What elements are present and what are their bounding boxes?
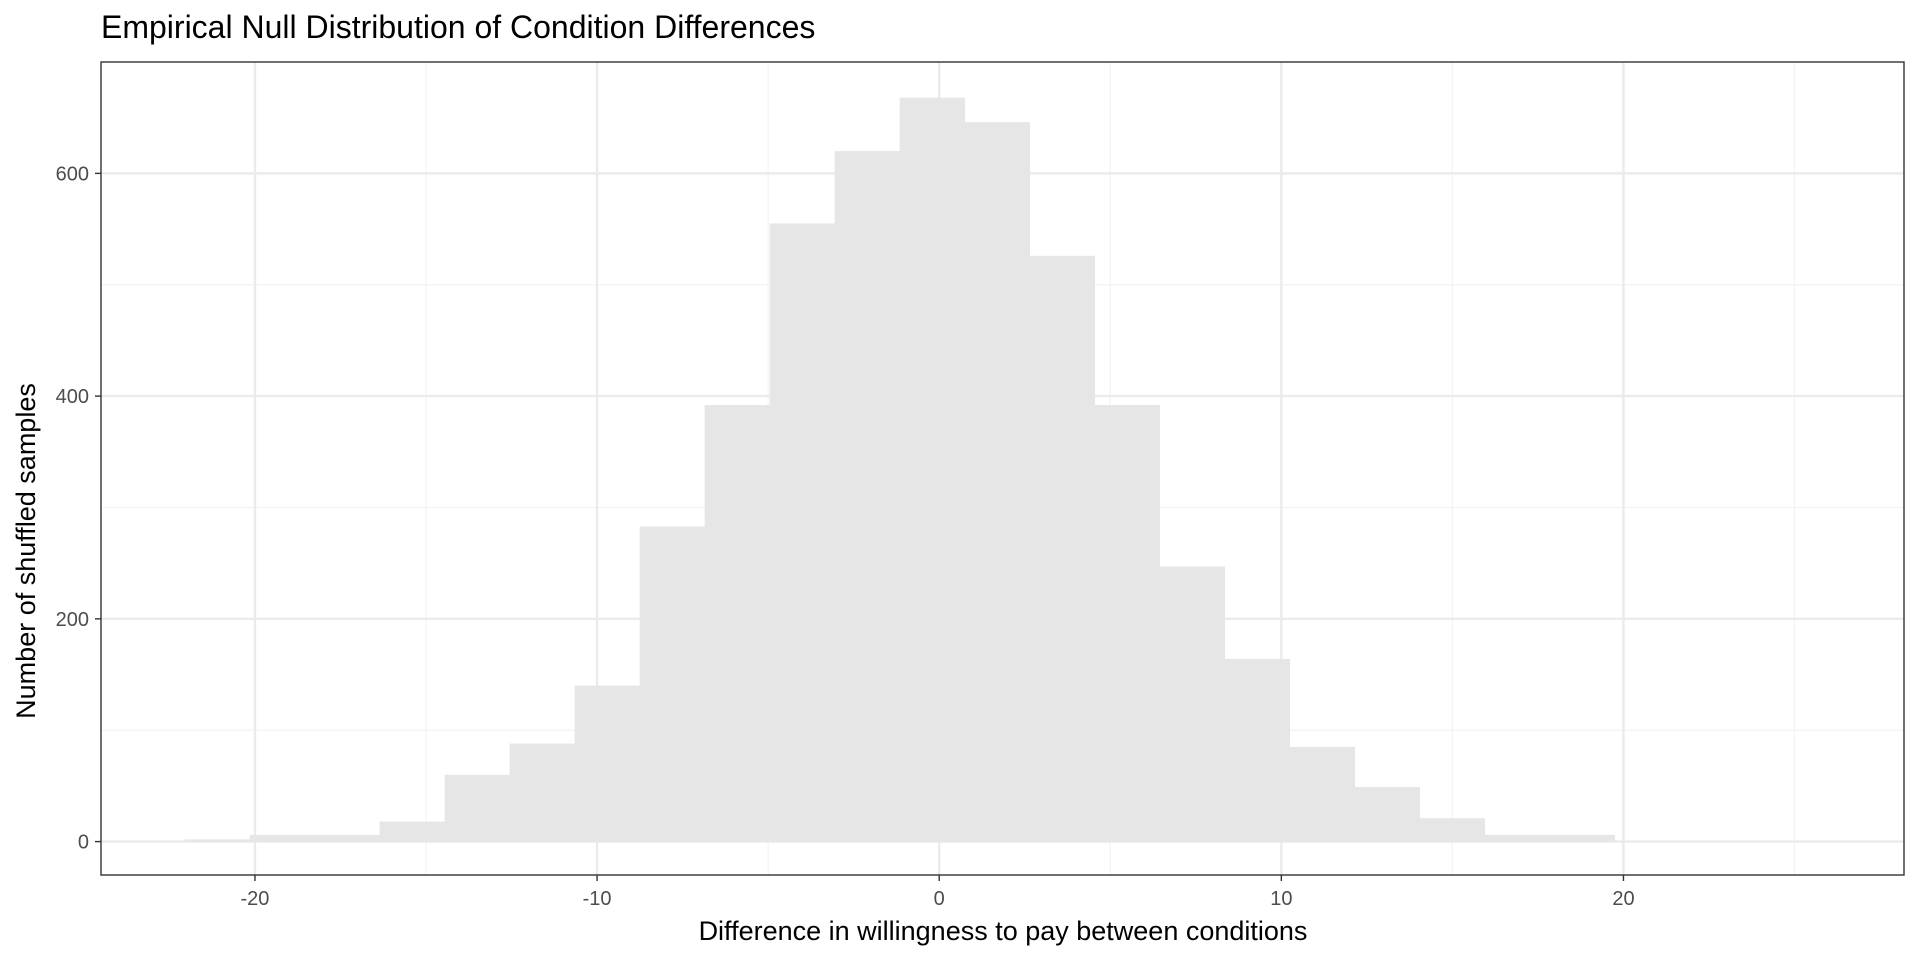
histogram-bar — [444, 774, 511, 842]
histogram-bar — [1549, 834, 1616, 842]
histogram-bar — [964, 122, 1031, 842]
histogram-bar — [1159, 566, 1226, 842]
histogram-bar — [1029, 255, 1096, 842]
y-axis-title: Number of shuffled samples — [11, 383, 41, 719]
histogram-bar — [1484, 834, 1551, 842]
x-axis: -20 -10 0 10 20 — [241, 875, 1635, 910]
x-axis-title: Difference in willingness to pay between… — [699, 916, 1308, 946]
histogram-bar — [509, 743, 576, 842]
x-tick-label: 10 — [1270, 888, 1292, 910]
histogram-bar — [704, 405, 771, 842]
y-tick-label: 200 — [56, 609, 89, 631]
x-tick-label: -10 — [583, 888, 612, 910]
histogram-bar — [834, 151, 901, 842]
histogram-bar — [314, 834, 381, 842]
y-tick-label: 600 — [56, 163, 89, 185]
bars-layer — [184, 97, 1616, 842]
histogram-bar — [899, 97, 966, 842]
histogram-bar — [1224, 658, 1291, 842]
y-axis: 0 200 400 600 — [56, 163, 101, 854]
histogram-bar — [1094, 405, 1161, 842]
histogram-bar — [1289, 746, 1356, 842]
histogram-bar — [1419, 818, 1486, 842]
x-tick-label: 20 — [1612, 888, 1634, 910]
histogram-bar — [769, 223, 836, 842]
y-tick-label: 0 — [78, 832, 89, 854]
y-tick-label: 400 — [56, 386, 89, 408]
x-tick-label: -20 — [241, 888, 270, 910]
histogram-bar — [639, 526, 706, 842]
histogram-bar — [249, 834, 315, 842]
x-tick-label: 0 — [934, 888, 945, 910]
histogram-bar — [184, 839, 250, 842]
histogram-bar — [574, 685, 641, 842]
panel-border — [100, 61, 1905, 876]
histogram-bar — [379, 821, 446, 842]
histogram-bar — [1354, 787, 1421, 842]
chart-title: Empirical Null Distribution of Condition… — [101, 9, 815, 45]
